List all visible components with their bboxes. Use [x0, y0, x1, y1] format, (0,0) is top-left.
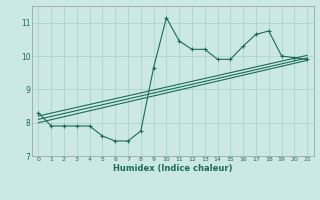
X-axis label: Humidex (Indice chaleur): Humidex (Indice chaleur) [113, 164, 233, 173]
